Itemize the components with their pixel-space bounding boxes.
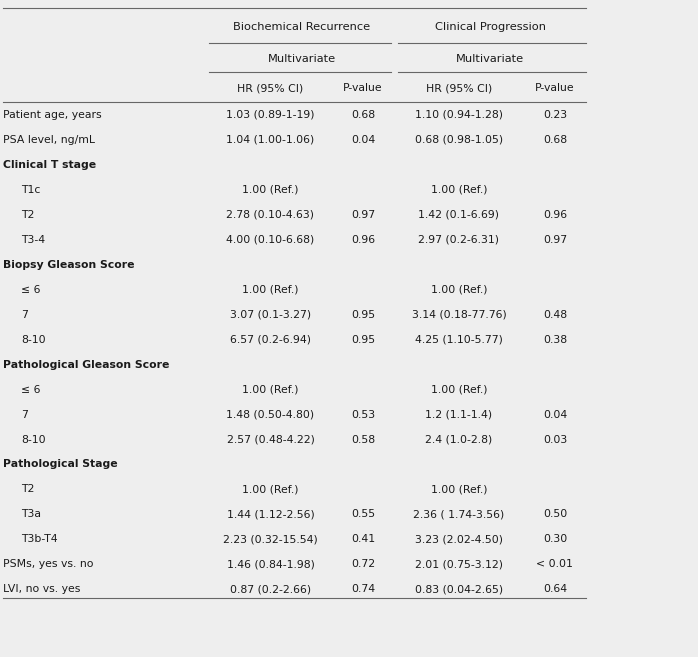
Text: 0.04: 0.04: [543, 409, 567, 420]
Text: 0.97: 0.97: [543, 235, 567, 245]
Text: 0.74: 0.74: [351, 584, 375, 595]
Text: 1.00 (Ref.): 1.00 (Ref.): [431, 384, 487, 395]
Text: 1.04 (1.00-1.06): 1.04 (1.00-1.06): [226, 135, 315, 145]
Text: 1.48 (0.50-4.80): 1.48 (0.50-4.80): [226, 409, 315, 420]
Text: Clinical Progression: Clinical Progression: [435, 22, 546, 32]
Text: T3b-T4: T3b-T4: [21, 534, 57, 545]
Text: 1.46 (0.84-1.98): 1.46 (0.84-1.98): [227, 559, 314, 570]
Text: 3.07 (0.1-3.27): 3.07 (0.1-3.27): [230, 309, 311, 320]
Text: HR (95% CI): HR (95% CI): [426, 83, 492, 93]
Text: < 0.01: < 0.01: [537, 559, 573, 570]
Text: 1.03 (0.89-1-19): 1.03 (0.89-1-19): [226, 110, 315, 120]
Text: 8-10: 8-10: [21, 434, 45, 445]
Text: 3.14 (0.18-77.76): 3.14 (0.18-77.76): [412, 309, 506, 320]
Text: Clinical T stage: Clinical T stage: [3, 160, 96, 170]
Text: P-value: P-value: [343, 83, 383, 93]
Text: 6.57 (0.2-6.94): 6.57 (0.2-6.94): [230, 334, 311, 345]
Text: 2.4 (1.0-2.8): 2.4 (1.0-2.8): [425, 434, 493, 445]
Text: 0.58: 0.58: [351, 434, 375, 445]
Text: PSMs, yes vs. no: PSMs, yes vs. no: [3, 559, 94, 570]
Text: 1.00 (Ref.): 1.00 (Ref.): [431, 284, 487, 295]
Text: 0.50: 0.50: [543, 509, 567, 520]
Text: 0.38: 0.38: [543, 334, 567, 345]
Text: 0.68 (0.98-1.05): 0.68 (0.98-1.05): [415, 135, 503, 145]
Text: Multivariate: Multivariate: [268, 54, 336, 64]
Text: 0.04: 0.04: [351, 135, 375, 145]
Text: 0.87 (0.2-2.66): 0.87 (0.2-2.66): [230, 584, 311, 595]
Text: HR (95% CI): HR (95% CI): [237, 83, 304, 93]
Text: Biochemical Recurrence: Biochemical Recurrence: [233, 22, 371, 32]
Text: 0.30: 0.30: [543, 534, 567, 545]
Text: 4.25 (1.10-5.77): 4.25 (1.10-5.77): [415, 334, 503, 345]
Text: 8-10: 8-10: [21, 334, 45, 345]
Text: 2.36 ( 1.74-3.56): 2.36 ( 1.74-3.56): [413, 509, 505, 520]
Text: P-value: P-value: [535, 83, 574, 93]
Text: 1.00 (Ref.): 1.00 (Ref.): [431, 185, 487, 195]
Text: 0.68: 0.68: [543, 135, 567, 145]
Text: ≤ 6: ≤ 6: [21, 284, 40, 295]
Text: 1.44 (1.12-2.56): 1.44 (1.12-2.56): [227, 509, 314, 520]
Text: 2.97 (0.2-6.31): 2.97 (0.2-6.31): [418, 235, 500, 245]
Text: 0.03: 0.03: [543, 434, 567, 445]
Text: LVI, no vs. yes: LVI, no vs. yes: [3, 584, 81, 595]
Text: Pathological Gleason Score: Pathological Gleason Score: [3, 359, 170, 370]
Text: 0.55: 0.55: [351, 509, 375, 520]
Text: T1c: T1c: [21, 185, 40, 195]
Text: 1.00 (Ref.): 1.00 (Ref.): [242, 284, 299, 295]
Text: 0.64: 0.64: [543, 584, 567, 595]
Text: ≤ 6: ≤ 6: [21, 384, 40, 395]
Text: PSA level, ng/mL: PSA level, ng/mL: [3, 135, 96, 145]
Text: 1.00 (Ref.): 1.00 (Ref.): [242, 384, 299, 395]
Text: T2: T2: [21, 210, 34, 220]
Text: 0.83 (0.04-2.65): 0.83 (0.04-2.65): [415, 584, 503, 595]
Text: 1.00 (Ref.): 1.00 (Ref.): [431, 484, 487, 495]
Text: 1.10 (0.94-1.28): 1.10 (0.94-1.28): [415, 110, 503, 120]
Text: Patient age, years: Patient age, years: [3, 110, 102, 120]
Text: 1.42 (0.1-6.69): 1.42 (0.1-6.69): [418, 210, 500, 220]
Text: 0.96: 0.96: [351, 235, 375, 245]
Text: 0.97: 0.97: [351, 210, 375, 220]
Text: 0.95: 0.95: [351, 334, 375, 345]
Text: Pathological Stage: Pathological Stage: [3, 459, 118, 470]
Text: 0.53: 0.53: [351, 409, 375, 420]
Text: 1.00 (Ref.): 1.00 (Ref.): [242, 185, 299, 195]
Text: 2.01 (0.75-3.12): 2.01 (0.75-3.12): [415, 559, 503, 570]
Text: T2: T2: [21, 484, 34, 495]
Text: 0.68: 0.68: [351, 110, 375, 120]
Text: 7: 7: [21, 409, 28, 420]
Text: 4.00 (0.10-6.68): 4.00 (0.10-6.68): [226, 235, 315, 245]
Text: 1.00 (Ref.): 1.00 (Ref.): [242, 484, 299, 495]
Text: 1.2 (1.1-1.4): 1.2 (1.1-1.4): [425, 409, 493, 420]
Text: 0.95: 0.95: [351, 309, 375, 320]
Text: 0.48: 0.48: [543, 309, 567, 320]
Text: 2.78 (0.10-4.63): 2.78 (0.10-4.63): [226, 210, 315, 220]
Text: Biopsy Gleason Score: Biopsy Gleason Score: [3, 260, 135, 270]
Text: T3-4: T3-4: [21, 235, 45, 245]
Text: 3.23 (2.02-4.50): 3.23 (2.02-4.50): [415, 534, 503, 545]
Text: 2.23 (0.32-15.54): 2.23 (0.32-15.54): [223, 534, 318, 545]
Text: Multivariate: Multivariate: [456, 54, 524, 64]
Text: T3a: T3a: [21, 509, 41, 520]
Text: 0.72: 0.72: [351, 559, 375, 570]
Text: 0.96: 0.96: [543, 210, 567, 220]
Text: 0.23: 0.23: [543, 110, 567, 120]
Text: 2.57 (0.48-4.22): 2.57 (0.48-4.22): [227, 434, 314, 445]
Text: 0.41: 0.41: [351, 534, 375, 545]
Text: 7: 7: [21, 309, 28, 320]
